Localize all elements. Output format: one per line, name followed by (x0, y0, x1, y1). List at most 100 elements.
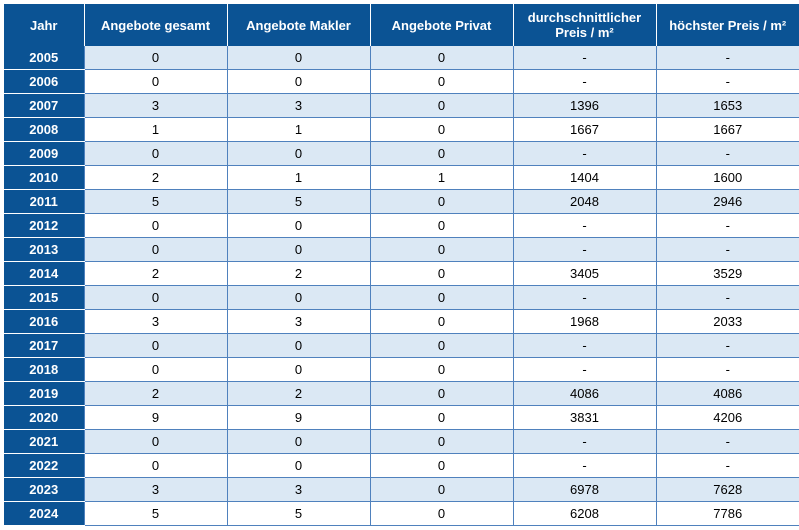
table-row: 2005000-- (4, 46, 799, 70)
cell-value: 4206 (656, 406, 799, 430)
cell-value: - (513, 334, 656, 358)
cell-value: - (656, 46, 799, 70)
cell-value: 0 (227, 214, 370, 238)
cell-value: - (656, 358, 799, 382)
cell-value: 0 (370, 310, 513, 334)
cell-value: 1 (227, 118, 370, 142)
table-row: 201633019682033 (4, 310, 799, 334)
cell-value: 0 (370, 454, 513, 478)
table-row: 2009000-- (4, 142, 799, 166)
cell-value: 0 (370, 286, 513, 310)
cell-value: 2048 (513, 190, 656, 214)
cell-value: 0 (370, 142, 513, 166)
cell-value: 3 (84, 310, 227, 334)
cell-value: 0 (370, 190, 513, 214)
cell-value: 3 (227, 310, 370, 334)
cell-value: - (513, 454, 656, 478)
table-row: 2015000-- (4, 286, 799, 310)
cell-value: 0 (370, 70, 513, 94)
cell-value: 7628 (656, 478, 799, 502)
cell-value: 0 (84, 430, 227, 454)
cell-value: 2 (84, 262, 227, 286)
cell-value: 3 (227, 478, 370, 502)
cell-value: 0 (84, 214, 227, 238)
cell-value: 1 (84, 118, 227, 142)
cell-value: 1396 (513, 94, 656, 118)
cell-year: 2012 (4, 214, 84, 238)
cell-value: - (656, 142, 799, 166)
cell-value: 0 (370, 334, 513, 358)
cell-value: 0 (370, 238, 513, 262)
table-row: 201922040864086 (4, 382, 799, 406)
cell-year: 2016 (4, 310, 84, 334)
table-row: 200733013961653 (4, 94, 799, 118)
cell-value: 5 (227, 190, 370, 214)
cell-value: 0 (227, 70, 370, 94)
cell-value: 0 (227, 142, 370, 166)
cell-value: 1667 (513, 118, 656, 142)
table-row: 201021114041600 (4, 166, 799, 190)
cell-value: 0 (370, 406, 513, 430)
cell-year: 2021 (4, 430, 84, 454)
cell-value: 2946 (656, 190, 799, 214)
cell-value: 6978 (513, 478, 656, 502)
cell-value: 0 (84, 70, 227, 94)
cell-value: - (513, 46, 656, 70)
cell-value: 0 (84, 142, 227, 166)
col-header-private: Angebote Privat (370, 4, 513, 46)
cell-value: 5 (227, 502, 370, 526)
table-row: 202099038314206 (4, 406, 799, 430)
cell-year: 2005 (4, 46, 84, 70)
cell-value: - (513, 70, 656, 94)
cell-value: 1968 (513, 310, 656, 334)
cell-value: 5 (84, 190, 227, 214)
col-header-year: Jahr (4, 4, 84, 46)
cell-value: 0 (370, 214, 513, 238)
cell-year: 2023 (4, 478, 84, 502)
cell-value: 9 (84, 406, 227, 430)
cell-value: 3405 (513, 262, 656, 286)
cell-year: 2018 (4, 358, 84, 382)
cell-year: 2007 (4, 94, 84, 118)
cell-value: 2033 (656, 310, 799, 334)
cell-value: 0 (370, 430, 513, 454)
cell-year: 2019 (4, 382, 84, 406)
cell-value: 0 (370, 262, 513, 286)
table-row: 2013000-- (4, 238, 799, 262)
cell-value: - (656, 430, 799, 454)
cell-value: - (513, 358, 656, 382)
cell-value: 0 (84, 454, 227, 478)
cell-value: 2 (227, 382, 370, 406)
table-row: 2022000-- (4, 454, 799, 478)
cell-value: 2 (84, 166, 227, 190)
cell-value: 0 (227, 46, 370, 70)
table-header: Jahr Angebote gesamt Angebote Makler Ang… (4, 4, 799, 46)
cell-value: 0 (84, 334, 227, 358)
col-header-maxprice: höchster Preis / m² (656, 4, 799, 46)
cell-value: 3831 (513, 406, 656, 430)
col-header-total: Angebote gesamt (84, 4, 227, 46)
cell-year: 2013 (4, 238, 84, 262)
cell-year: 2011 (4, 190, 84, 214)
cell-value: - (513, 214, 656, 238)
table-row: 2012000-- (4, 214, 799, 238)
cell-value: 0 (84, 286, 227, 310)
table-row: 2017000-- (4, 334, 799, 358)
col-header-avgprice: durchschnittlicher Preis / m² (513, 4, 656, 46)
cell-value: 0 (84, 238, 227, 262)
table-row: 202455062087786 (4, 502, 799, 526)
table-row: 2021000-- (4, 430, 799, 454)
cell-value: - (513, 238, 656, 262)
price-table: Jahr Angebote gesamt Angebote Makler Ang… (4, 4, 799, 526)
cell-value: 3 (227, 94, 370, 118)
cell-value: 1653 (656, 94, 799, 118)
col-header-broker: Angebote Makler (227, 4, 370, 46)
cell-year: 2022 (4, 454, 84, 478)
cell-value: 2 (227, 262, 370, 286)
cell-value: 4086 (656, 382, 799, 406)
cell-value: 1 (370, 166, 513, 190)
cell-value: - (513, 142, 656, 166)
cell-value: 0 (370, 358, 513, 382)
cell-value: 0 (370, 502, 513, 526)
cell-year: 2009 (4, 142, 84, 166)
